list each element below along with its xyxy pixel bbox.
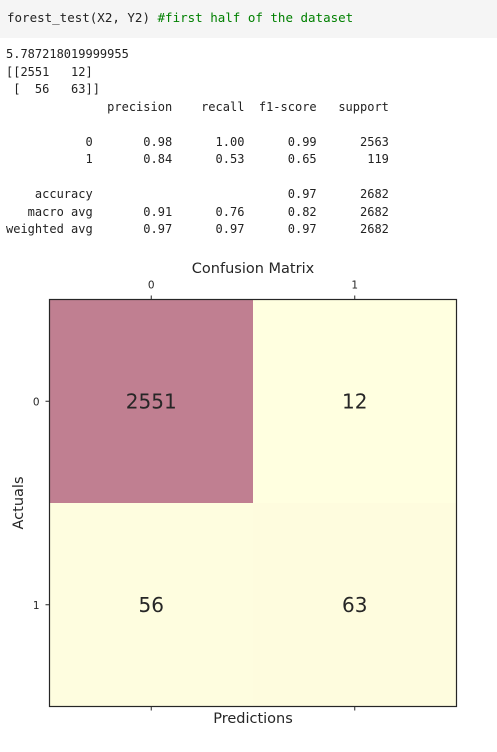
output-line: 5.787218019999955 — [6, 47, 129, 61]
x-tick-label: 0 — [148, 280, 155, 292]
code-text: forest_test(X2, Y2) — [7, 10, 158, 25]
x-tick-label: 1 — [351, 280, 358, 292]
heatmap-cell — [49, 503, 253, 707]
code-comment: #first half of the dataset — [157, 10, 354, 25]
cell-value-label: 56 — [139, 593, 164, 617]
y-tick-label: 0 — [33, 396, 40, 408]
cell-value-label: 63 — [342, 593, 367, 617]
cell-output: 5.787218019999955 [[2551 12] [ 56 63]] p… — [6, 46, 389, 239]
confusion-matrix-plot: Confusion Matrix 2551 12 56 63 0 1 0 1 Predict… — [11, 261, 458, 727]
output-line: [ 56 63]] — [6, 82, 100, 96]
code-cell[interactable]: forest_test(X2, Y2) #first half of the d… — [0, 0, 497, 38]
plot-frame — [48, 298, 458, 708]
heatmap-cell — [253, 503, 457, 707]
x-axis-label: Predictions — [213, 711, 293, 727]
heatmap-cell — [253, 299, 457, 503]
y-tick-label: 1 — [33, 600, 40, 612]
output-line: accuracy 0.97 2682 — [6, 187, 389, 201]
output-line: weighted avg 0.97 0.97 0.97 2682 — [6, 222, 389, 236]
code-line[interactable]: forest_test(X2, Y2) #first half of the d… — [7, 10, 353, 25]
output-line: precision recall f1-score support — [6, 99, 389, 114]
output-line: [[2551 12] — [6, 64, 93, 79]
output-line: 1 0.84 0.53 0.65 119 — [6, 152, 389, 166]
cell-value-label: 12 — [342, 389, 367, 413]
cell-value-label: 2551 — [126, 389, 177, 413]
chart-title: Confusion Matrix — [192, 261, 315, 277]
heatmap-cell — [49, 299, 253, 503]
y-axis-label: Actuals — [11, 477, 27, 530]
output-line: macro avg 0.91 0.76 0.82 2682 — [6, 204, 389, 219]
output-line: 0 0.98 1.00 0.99 2563 — [6, 134, 389, 149]
